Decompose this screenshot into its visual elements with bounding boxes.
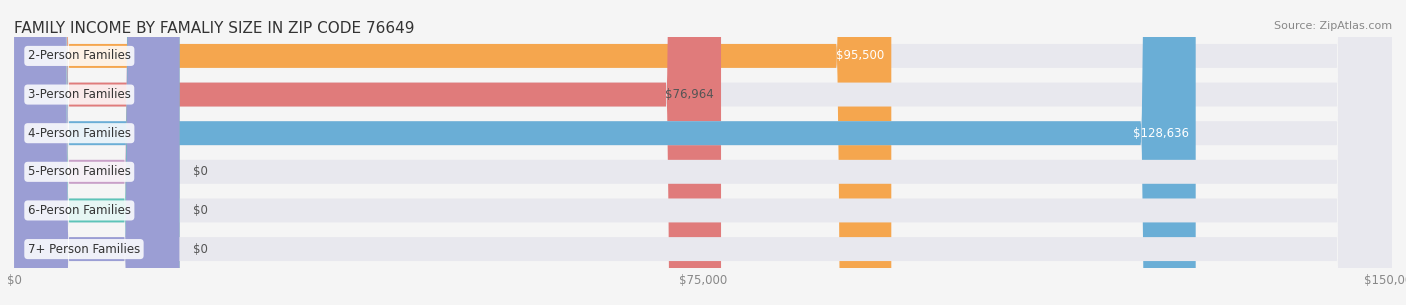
FancyBboxPatch shape xyxy=(14,0,1392,305)
FancyBboxPatch shape xyxy=(14,0,1392,305)
Text: 3-Person Families: 3-Person Families xyxy=(28,88,131,101)
FancyBboxPatch shape xyxy=(14,0,1392,305)
FancyBboxPatch shape xyxy=(14,0,1392,305)
Text: FAMILY INCOME BY FAMALIY SIZE IN ZIP CODE 76649: FAMILY INCOME BY FAMALIY SIZE IN ZIP COD… xyxy=(14,21,415,36)
Text: $128,636: $128,636 xyxy=(1133,127,1189,140)
Text: $95,500: $95,500 xyxy=(837,49,884,63)
FancyBboxPatch shape xyxy=(14,0,1195,305)
Text: 4-Person Families: 4-Person Families xyxy=(28,127,131,140)
Text: 7+ Person Families: 7+ Person Families xyxy=(28,242,141,256)
FancyBboxPatch shape xyxy=(14,0,180,305)
Text: Source: ZipAtlas.com: Source: ZipAtlas.com xyxy=(1274,21,1392,31)
FancyBboxPatch shape xyxy=(14,0,891,305)
FancyBboxPatch shape xyxy=(14,0,1392,305)
FancyBboxPatch shape xyxy=(14,0,1392,305)
Text: $76,964: $76,964 xyxy=(665,88,714,101)
Text: $0: $0 xyxy=(193,165,208,178)
FancyBboxPatch shape xyxy=(14,0,180,305)
FancyBboxPatch shape xyxy=(14,0,180,305)
Text: $0: $0 xyxy=(193,204,208,217)
FancyBboxPatch shape xyxy=(14,0,721,305)
Text: 6-Person Families: 6-Person Families xyxy=(28,204,131,217)
Text: 5-Person Families: 5-Person Families xyxy=(28,165,131,178)
Text: 2-Person Families: 2-Person Families xyxy=(28,49,131,63)
Text: $0: $0 xyxy=(193,242,208,256)
